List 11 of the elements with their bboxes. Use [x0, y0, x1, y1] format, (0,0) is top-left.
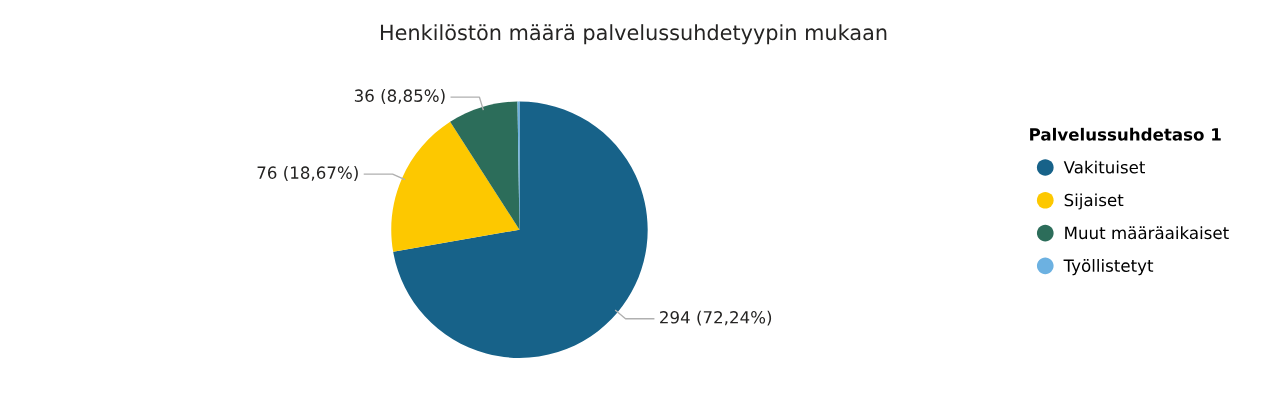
data-label: 36 (8,85%): [354, 89, 445, 104]
pie-slice: [391, 121, 520, 252]
legend-label: Sijaiset: [1064, 193, 1124, 210]
chart-title: Henkilöstön määrä palvelussuhdetyypin mukaan: [380, 24, 887, 45]
legend-label: Vakituiset: [1063, 160, 1146, 174]
legend-label: Työllistetyt: [1063, 259, 1154, 276]
pie-slice: [450, 101, 520, 230]
legend-title: Palvelussuhdetaso 1: [1030, 127, 1221, 141]
data-label: 76 (18,67%): [257, 166, 358, 181]
legend-label: Muut määräaikaiset: [1065, 226, 1229, 240]
data-label: 294 (72,24%): [660, 310, 772, 326]
